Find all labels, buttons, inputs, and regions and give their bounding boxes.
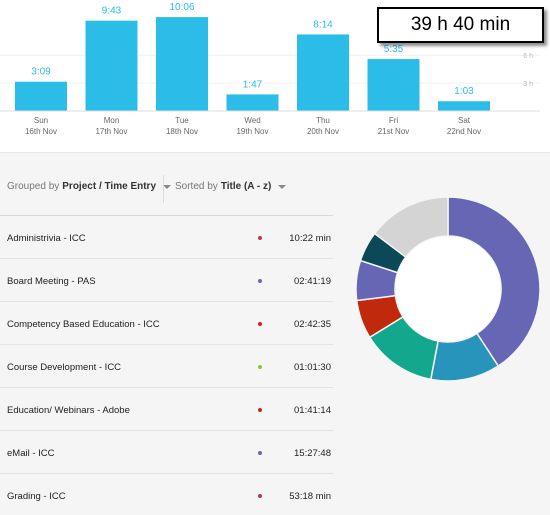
bar-sat[interactable] (438, 101, 490, 111)
entry-duration: 02:41:19 (294, 276, 331, 287)
x-tick-date: 19th Nov (236, 127, 268, 136)
list-item[interactable]: eMail - ICC 15:27:48 (0, 431, 333, 474)
bar-value-label: 1:47 (243, 79, 263, 90)
x-tick-date: 18th Nov (166, 127, 198, 136)
entry-duration: 10:22 min (289, 233, 331, 244)
entry-list: Administrivia - ICC 10:22 min Board Meet… (0, 216, 333, 515)
x-tick-day: Mon (104, 116, 120, 125)
sort-by-prefix: Sorted by (175, 181, 218, 192)
chevron-down-icon (278, 184, 287, 189)
list-item[interactable]: Administrivia - ICC 10:22 min (0, 216, 333, 259)
x-tick-day: Fri (389, 116, 399, 125)
bar-tue[interactable] (156, 17, 208, 111)
entry-title: Grading - ICC (7, 491, 66, 502)
bar-mon[interactable] (85, 20, 138, 111)
entry-duration: 15:27:48 (294, 448, 331, 459)
group-by-value: Project / Time Entry (62, 181, 157, 192)
bar-value-label: 3:09 (31, 67, 51, 78)
sort-by-value: Title (A - z) (220, 181, 272, 192)
entry-title: Administrivia - ICC (7, 233, 86, 244)
x-tick-day: Sun (34, 116, 48, 125)
entry-color-dot (258, 279, 262, 283)
entry-title: Course Development - ICC (7, 362, 122, 373)
weekly-bar-chart: 3 h 6 h 3:09 Sun 16th Nov 9:43 Mon 17th Nov 10:0… (0, 2, 540, 136)
entries-section: Grouped by Project / Time Entry Sorted b… (0, 153, 550, 515)
bar-value-label: 8:14 (313, 19, 333, 30)
entry-duration: 01:01:30 (294, 362, 331, 373)
x-tick-date: 16th Nov (25, 127, 57, 136)
bar-fri[interactable] (367, 59, 420, 111)
group-by-dropdown[interactable]: Grouped by Project / Time Entry (7, 181, 172, 192)
list-item[interactable]: Course Development - ICC 01:01:30 (0, 345, 333, 388)
list-controls: Grouped by Project / Time Entry Sorted b… (0, 181, 340, 201)
x-tick-day: Thu (316, 116, 330, 125)
donut-slice[interactable] (373, 196, 449, 259)
section-divider (0, 152, 550, 153)
entry-title: eMail - ICC (7, 448, 55, 459)
sort-by-dropdown[interactable]: Sorted by Title (A - z) (175, 181, 287, 192)
bar-wed[interactable] (226, 94, 279, 111)
donut-slice[interactable] (447, 196, 541, 368)
entry-color-dot (258, 365, 262, 369)
entry-color-dot (258, 322, 262, 326)
y-tick-label: 3 h (523, 81, 533, 88)
x-tick-date: 21st Nov (378, 127, 410, 136)
x-tick-day: Sat (458, 116, 471, 125)
bar-thu[interactable] (297, 34, 349, 112)
list-header-line (0, 215, 333, 216)
y-tick-label: 6 h (523, 53, 533, 60)
x-tick-date: 17th Nov (95, 127, 127, 136)
entry-color-dot (258, 408, 262, 412)
entry-duration: 02:42:35 (294, 319, 331, 330)
entry-title: Competency Based Education - ICC (7, 319, 160, 330)
x-tick-day: Wed (244, 116, 260, 125)
total-time-box: 39 h 40 min (377, 7, 544, 43)
entry-color-dot (258, 451, 262, 455)
entry-color-dot (258, 494, 262, 498)
controls-separator (163, 175, 164, 203)
x-tick-day: Tue (175, 116, 189, 125)
bar-sun[interactable] (15, 81, 67, 111)
entry-color-dot (258, 236, 262, 240)
bar-value-label: 1:03 (454, 86, 474, 97)
entry-duration: 53:18 min (289, 491, 331, 502)
list-item[interactable]: Board Meeting - PAS 02:41:19 (0, 259, 333, 302)
entry-duration: 01:41:14 (294, 405, 331, 416)
list-item[interactable]: Education/ Webinars - Adobe 01:41:14 (0, 388, 333, 431)
list-item[interactable]: Competency Based Education - ICC 02:42:3… (0, 302, 333, 345)
chevron-down-icon (163, 184, 172, 189)
bar-value-label: 9:43 (102, 6, 122, 17)
donut-hole (395, 236, 501, 342)
project-donut-chart (355, 196, 541, 382)
bar-value-label: 10:06 (169, 2, 194, 13)
x-tick-date: 20th Nov (307, 127, 339, 136)
bar-value-label: 5:35 (384, 44, 404, 55)
list-item[interactable]: Grading - ICC 53:18 min (0, 474, 333, 515)
entry-title: Board Meeting - PAS (7, 276, 96, 287)
group-by-prefix: Grouped by (7, 181, 60, 192)
entry-title: Education/ Webinars - Adobe (7, 405, 130, 416)
x-tick-date: 22nd Nov (447, 127, 481, 136)
